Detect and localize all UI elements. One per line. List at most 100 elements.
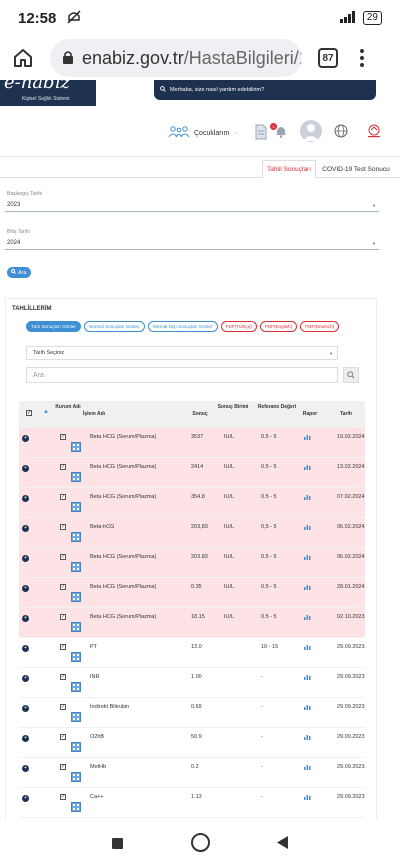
row-checkbox[interactable]: ✓ — [60, 644, 66, 650]
expand-row-icon[interactable]: + — [22, 645, 29, 652]
recent-apps-icon[interactable] — [112, 838, 123, 849]
globe-icon[interactable] — [334, 124, 348, 143]
bell-icon[interactable] — [275, 124, 287, 143]
row-checkbox[interactable]: ✓ — [60, 554, 66, 560]
table-row[interactable]: + ✓ Ca++ 1.13 - 29.09.2023 — [19, 788, 365, 818]
expand-row-icon[interactable]: + — [22, 495, 29, 502]
table-row[interactable]: + ✓ Beta HCG (Serum/Plazma) 354.8 IU/L 0.5 - … — [19, 488, 365, 518]
menu-icon[interactable] — [360, 49, 364, 67]
table-search-button[interactable] — [343, 367, 359, 383]
expand-row-icon[interactable]: + — [22, 795, 29, 802]
report-chart-icon[interactable] — [304, 434, 311, 442]
report-chart-icon[interactable] — [304, 734, 311, 742]
row-checkbox[interactable]: ✓ — [60, 734, 66, 740]
home-icon[interactable] — [10, 45, 36, 71]
column-report[interactable]: Rapor — [302, 411, 318, 417]
table-row[interactable]: + ✓ Beta HCG (Serum/Plazma) 203.83 IU/L 0.5 -… — [19, 548, 365, 578]
table-row[interactable]: + ✓ Beta HCG (Serum/Plazma) 18.15 IU/L 0.5 - … — [19, 608, 365, 638]
select-all-checkbox[interactable]: ✓ — [26, 410, 32, 416]
report-chart-icon[interactable] — [304, 584, 311, 592]
tab-lab-results[interactable]: Tahlil Sonuçları — [262, 160, 316, 178]
expand-row-icon[interactable]: + — [22, 735, 29, 742]
row-checkbox[interactable]: ✓ — [60, 764, 66, 770]
expand-row-icon[interactable]: + — [22, 675, 29, 682]
kids-menu[interactable]: Çocuklarım ⌵ — [168, 126, 237, 140]
column-institution[interactable]: Kurum Adı — [55, 404, 81, 410]
column-unit[interactable]: Sonuç Birimi — [217, 404, 249, 410]
expand-row-icon[interactable]: + — [22, 435, 29, 442]
table-row[interactable]: + ✓ Beta HCG (Serum/Plazma) 2414 IU/L 0.5 - 5… — [19, 458, 365, 488]
end-date-select[interactable]: 2024 ▼ — [5, 237, 379, 250]
report-chart-icon[interactable] — [304, 464, 311, 472]
site-page: e-nabız Kişisel Sağlık Sistemi Merhaba, … — [0, 80, 400, 820]
test-unit: IU/L — [224, 434, 235, 440]
report-chart-icon[interactable] — [304, 554, 311, 562]
test-reference: 10 - 15 — [261, 644, 279, 650]
report-chart-icon[interactable] — [304, 524, 311, 532]
table-row[interactable]: + ✓ Beta-hCG 203,83 IU/L 0,5 - 5 06.02.2024 — [19, 518, 365, 548]
test-reference: 0.5 - 5 — [261, 584, 277, 590]
row-checkbox[interactable]: ✓ — [60, 674, 66, 680]
search-button[interactable]: Ara — [7, 267, 31, 278]
filter-normal-button[interactable]: Normal Sonuçları Göster — [83, 321, 145, 332]
table-row[interactable]: + ✓ MetHb 0.2 - 29.09.2023 — [19, 758, 365, 788]
pdf-turkish-button[interactable]: PDF(Türkçe) — [220, 321, 257, 332]
tab-covid-results[interactable]: COVID-19 Test Sonucu — [322, 165, 390, 173]
row-checkbox[interactable]: ✓ — [60, 494, 66, 500]
start-date-select[interactable]: 2023 ▼ — [5, 199, 379, 212]
pdf-german-button[interactable]: PDF(Deutsch) — [300, 321, 340, 332]
expand-row-icon[interactable]: + — [22, 585, 29, 592]
row-checkbox[interactable]: ✓ — [60, 434, 66, 440]
expand-row-icon[interactable]: + — [22, 525, 29, 532]
expand-row-icon[interactable]: + — [22, 765, 29, 772]
chevron-down-icon: ▼ — [372, 202, 376, 208]
expand-row-icon[interactable]: + — [22, 615, 29, 622]
table-row[interactable]: + ✓ İndirekt Bilirubin 0.69 - 29.09.2023 — [19, 698, 365, 728]
column-reference[interactable]: Referans Değeri — [257, 404, 297, 410]
table-row[interactable]: + ✓ O2hB 50.9 - 29.09.2023 — [19, 728, 365, 758]
filter-abnormal-button[interactable]: Normal Dışı Sonuçları Göster — [147, 321, 218, 332]
test-reference: 0.5 - 5 — [261, 554, 277, 560]
filter-all-button[interactable]: Tüm Sonuçları Göster — [26, 321, 81, 332]
column-date[interactable]: Tarih — [340, 411, 352, 417]
table-search-input[interactable]: Ara — [26, 367, 338, 383]
document-icon[interactable] — [255, 124, 267, 140]
test-result: 1.13 — [191, 794, 202, 800]
expand-row-icon[interactable]: + — [22, 705, 29, 712]
tab-switcher-button[interactable]: 87 — [318, 48, 338, 68]
column-test-name[interactable]: İşlem Adı — [83, 411, 106, 417]
table-row[interactable]: + ✓ PT 13.0 10 - 15 29.09.2023 — [19, 638, 365, 668]
report-chart-icon[interactable] — [304, 764, 311, 772]
report-chart-icon[interactable] — [304, 704, 311, 712]
test-reference: - — [261, 764, 263, 770]
row-checkbox[interactable]: ✓ — [60, 794, 66, 800]
report-chart-icon[interactable] — [304, 644, 311, 652]
table-row[interactable]: + ✓ Beta HCG (Serum/Plazma) 0.35 IU/L 0.5 - 5… — [19, 578, 365, 608]
row-checkbox[interactable]: ✓ — [60, 524, 66, 530]
report-chart-icon[interactable] — [304, 494, 311, 502]
row-checkbox[interactable]: ✓ — [60, 704, 66, 710]
sort-icon[interactable]: ▲ — [43, 409, 49, 415]
url-bar[interactable]: enabiz.gov.tr/HastaBilgileri/1 — [50, 39, 302, 77]
avatar[interactable] — [300, 120, 322, 142]
table-row[interactable]: + ✓ INR 1.00 - 29.09.2023 — [19, 668, 365, 698]
test-name: PT — [90, 644, 98, 650]
enabiz-logo[interactable]: e-nabız Kişisel Sağlık Sistemi — [0, 80, 96, 106]
pdf-english-button[interactable]: PDF(English) — [259, 321, 298, 332]
back-icon[interactable] — [276, 835, 289, 855]
row-checkbox[interactable]: ✓ — [60, 584, 66, 590]
report-chart-icon[interactable] — [304, 614, 311, 622]
report-chart-icon[interactable] — [304, 674, 311, 682]
table-row[interactable]: + ✓ Beta HCG (Serum/Plazma) 3537 IU/L 0.5 - 5… — [19, 428, 365, 458]
column-result[interactable]: Sonuç — [192, 411, 208, 417]
expand-row-icon[interactable]: + — [22, 465, 29, 472]
home-nav-icon[interactable] — [191, 833, 210, 852]
report-chart-icon[interactable] — [304, 794, 311, 802]
user-toolbar: Çocuklarım ⌵ 1 — [0, 120, 400, 150]
help-search-bar[interactable]: Merhaba, size nasıl yardım edebilirim? — [154, 80, 376, 100]
row-checkbox[interactable]: ✓ — [60, 464, 66, 470]
row-checkbox[interactable]: ✓ — [60, 614, 66, 620]
expand-row-icon[interactable]: + — [22, 555, 29, 562]
brand-subtitle: Kişisel Sağlık Sistemi — [22, 96, 70, 102]
date-filter-select[interactable]: Tarih Seçiniz ▼ — [26, 346, 338, 360]
